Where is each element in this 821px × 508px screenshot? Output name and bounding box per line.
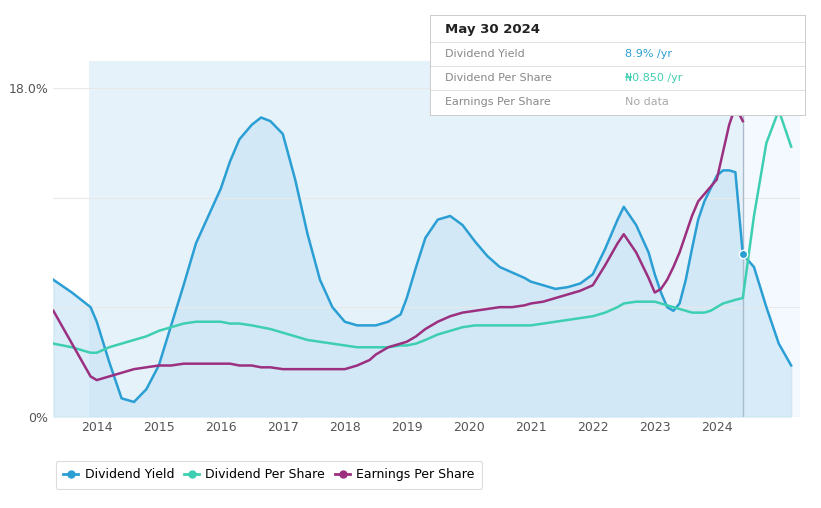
- Bar: [89, 61, 743, 417]
- Text: Analys: Analys: [746, 68, 781, 78]
- Text: No data: No data: [625, 97, 669, 107]
- Text: May 30 2024: May 30 2024: [445, 23, 540, 36]
- Legend: Dividend Yield, Dividend Per Share, Earnings Per Share: Dividend Yield, Dividend Per Share, Earn…: [56, 461, 482, 489]
- Text: 8.9% /yr: 8.9% /yr: [625, 49, 672, 59]
- Bar: [743, 61, 800, 417]
- Text: Past: Past: [720, 68, 741, 78]
- Text: Dividend Per Share: Dividend Per Share: [445, 73, 552, 83]
- Text: Earnings Per Share: Earnings Per Share: [445, 97, 551, 107]
- Text: Dividend Yield: Dividend Yield: [445, 49, 525, 59]
- Text: ₦0.850 /yr: ₦0.850 /yr: [625, 73, 682, 83]
